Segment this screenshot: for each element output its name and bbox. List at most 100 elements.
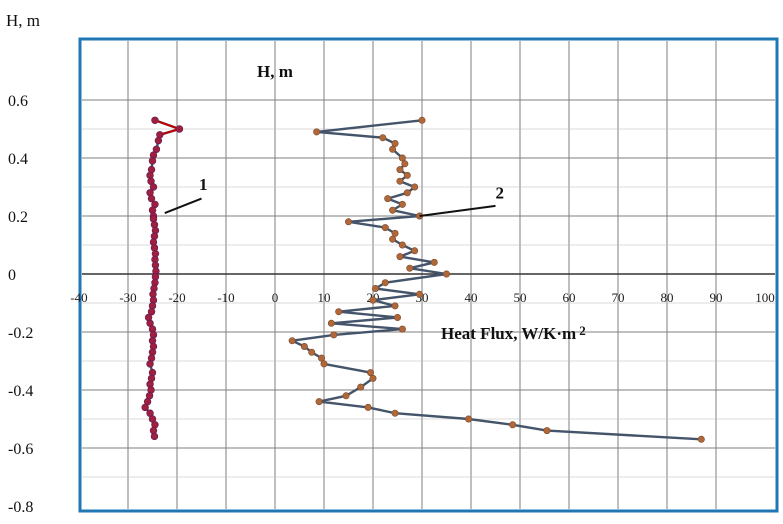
x-tick-label: -30 <box>119 290 136 305</box>
series-2-point <box>384 195 392 203</box>
series-1-point <box>150 432 159 441</box>
series-1-point <box>141 403 149 412</box>
series-2-point <box>396 177 404 185</box>
series-2-point <box>327 319 335 327</box>
series-2-point <box>381 224 389 232</box>
x-axis-label-superscript: 2 <box>579 323 586 338</box>
series-2-point <box>411 183 419 191</box>
series-2-point <box>509 421 517 429</box>
y-tick-labels: 0.6 0.4 0.2 0 -0.2 -0.4 -0.6 -0.8 <box>8 93 33 516</box>
series-2-point <box>391 409 399 417</box>
x-tick-label: -10 <box>217 290 234 305</box>
series-2-point <box>308 348 316 356</box>
inner-y-axis-label: H, m <box>257 62 293 81</box>
x-axis-label-text: Heat Flux, W/K·m <box>441 324 576 343</box>
series-2-point <box>418 116 426 124</box>
x-tick-label: 60 <box>563 290 576 305</box>
x-tick-label: -20 <box>168 290 185 305</box>
series-2-point <box>465 415 473 423</box>
series-2-point <box>406 264 414 272</box>
series-2-point <box>391 229 399 237</box>
series-2-point <box>318 354 326 362</box>
series-1-point <box>175 125 184 133</box>
series-2-point <box>697 435 705 443</box>
annotation-leader-line <box>164 197 202 215</box>
series-1-point <box>149 183 158 191</box>
series-2-point <box>364 403 372 411</box>
x-tick-label: 40 <box>465 290 478 305</box>
series-2-point <box>313 128 321 136</box>
series-2-point <box>367 369 375 377</box>
series-2-point <box>411 247 419 255</box>
series-2-point <box>403 171 411 179</box>
series-1-point <box>147 194 156 203</box>
y-tick-label: -0.4 <box>8 383 33 400</box>
y-tick-label: -0.2 <box>8 325 33 342</box>
x-tick-label: 90 <box>710 290 723 305</box>
y-tick-label: 0 <box>8 267 16 284</box>
annotation-label: 1 <box>199 175 208 194</box>
series-2-point <box>543 427 551 435</box>
series-2-point <box>398 241 406 249</box>
series-2-point <box>398 325 406 333</box>
series-2-point <box>357 383 365 391</box>
series-2-point <box>379 134 387 142</box>
series-2-point <box>389 145 397 153</box>
series-2-point <box>389 235 397 243</box>
y-tick-label: 0.2 <box>8 209 28 226</box>
series-2-point <box>389 206 397 214</box>
series-1-point <box>152 145 161 154</box>
x-tick-labels: -40-30-20-100102030405060708090100 <box>70 290 774 305</box>
plot-area: 0.6 0.4 0.2 0 -0.2 -0.4 -0.6 -0.8 -40 -30 -20 -10 0… <box>8 37 779 516</box>
series-2-point <box>396 253 404 261</box>
y-tick-label: -0.8 <box>8 499 33 516</box>
series-2-point <box>416 290 424 298</box>
series-2-point <box>344 218 352 226</box>
series-1-point <box>151 116 159 125</box>
outer-y-axis-label: H, m <box>6 11 40 30</box>
series-2-point <box>401 160 409 168</box>
series-2-point <box>381 279 389 287</box>
series-2-point <box>398 154 406 162</box>
series-2-point <box>398 200 406 208</box>
x-tick-label: 50 <box>514 290 527 305</box>
grid-lines <box>82 41 775 509</box>
series-2-point <box>288 337 296 345</box>
series-2-point <box>442 270 450 278</box>
series-1-point <box>147 308 156 316</box>
x-axis-label: Heat Flux, W/K·m 2 <box>441 323 586 343</box>
x-tick-label: 70 <box>612 290 625 305</box>
series-2-point <box>391 302 399 310</box>
series-2-point <box>320 360 328 368</box>
series-2-point <box>396 166 404 174</box>
annotation-label: 2 <box>496 184 505 203</box>
series-2-point <box>369 374 377 382</box>
series-2-point <box>315 398 323 406</box>
series-2-point <box>335 308 343 316</box>
plot-frame <box>78 37 779 513</box>
x-tick-label: 80 <box>661 290 674 305</box>
y-tick-label: -0.6 <box>8 441 33 458</box>
series-2-point <box>330 331 338 339</box>
series-2-point <box>369 296 377 304</box>
series-2-point <box>300 342 308 350</box>
series-2-point <box>430 258 438 266</box>
y-tick-label: 0.6 <box>8 93 28 110</box>
x-tick-label: -40 <box>70 290 87 305</box>
annotation-leader-line <box>419 204 496 217</box>
x-tick-label: 10 <box>318 290 331 305</box>
x-tick-label: 100 <box>755 290 775 305</box>
series-2-point <box>391 140 399 148</box>
series-2-point <box>342 392 350 400</box>
series-2-point <box>403 189 411 197</box>
series-1-point <box>154 136 163 145</box>
y-tick-label: 0.4 <box>8 151 28 168</box>
series-1-point <box>146 360 154 368</box>
x-tick-label: 0 <box>272 290 279 305</box>
series-2-point <box>371 284 379 292</box>
series-2-point <box>393 313 401 321</box>
series-1-point <box>148 157 157 165</box>
series-markers <box>141 116 705 443</box>
